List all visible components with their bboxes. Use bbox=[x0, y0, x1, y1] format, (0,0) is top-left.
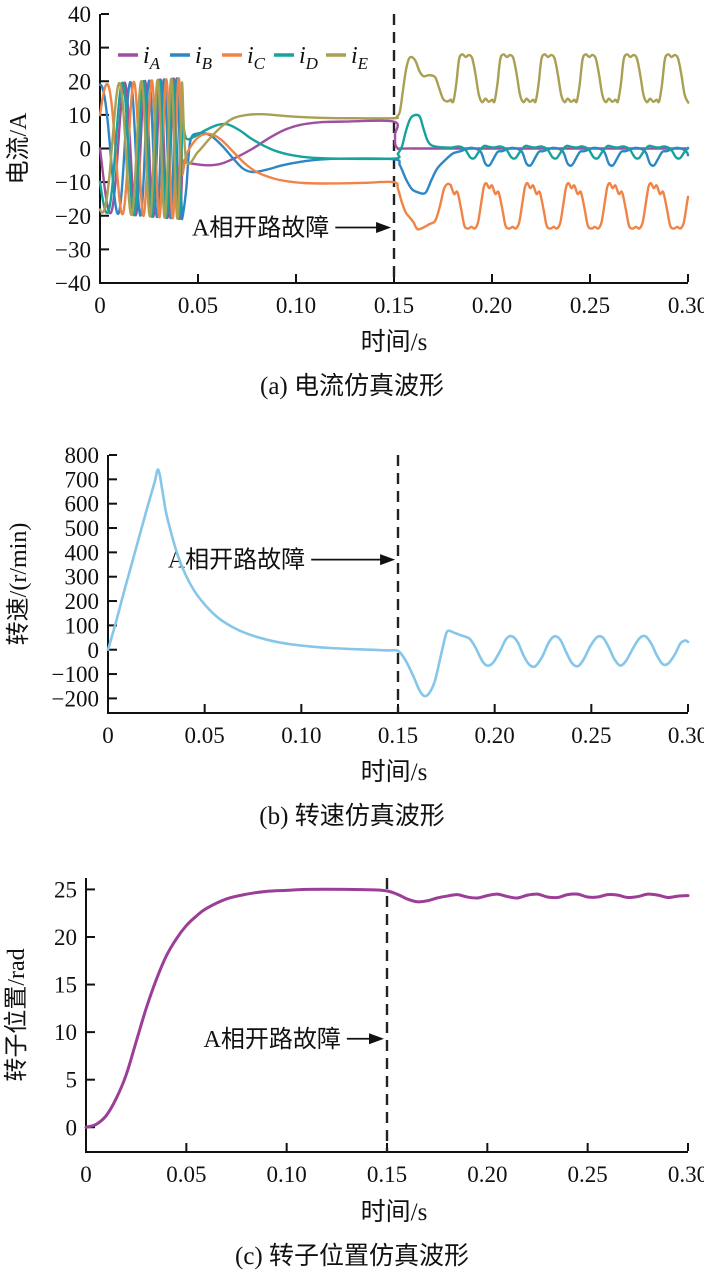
y-tick-label: 25 bbox=[54, 877, 77, 902]
fault-annotation-arrowhead bbox=[380, 554, 396, 566]
x-tick-label: 0.25 bbox=[570, 293, 610, 318]
fault-annotation-text: A相开路故障 bbox=[204, 1026, 341, 1053]
x-tick-label: 0.10 bbox=[276, 293, 316, 318]
x-tick-label: 0.15 bbox=[374, 293, 414, 318]
y-tick-label: −10 bbox=[55, 170, 91, 195]
legend-label-C: iC bbox=[247, 43, 266, 73]
legend-label-D: iD bbox=[299, 43, 319, 73]
chart-a-x-axis-label: 时间/s bbox=[360, 329, 428, 356]
axes-spines bbox=[107, 455, 688, 714]
y-tick-label: 400 bbox=[65, 540, 100, 565]
legend-label-E: iE bbox=[351, 43, 369, 73]
x-tick-label: 0.15 bbox=[367, 1162, 407, 1187]
y-tick-label: −100 bbox=[52, 662, 99, 687]
y-tick-label: 600 bbox=[65, 492, 100, 517]
y-tick-label: −40 bbox=[55, 271, 91, 296]
x-tick-label: 0.05 bbox=[178, 293, 218, 318]
axes-spines bbox=[85, 878, 688, 1153]
x-tick-label: 0.05 bbox=[166, 1162, 206, 1187]
x-tick-label: 0 bbox=[80, 1162, 92, 1187]
legend-label-A: iA bbox=[143, 43, 161, 73]
x-tick-label: 0.25 bbox=[568, 1162, 608, 1187]
fault-annotation-arrowhead bbox=[368, 1033, 384, 1045]
y-tick-label: 500 bbox=[65, 516, 100, 541]
y-tick-label: 30 bbox=[68, 36, 91, 61]
y-axis-label: 转子位置/rad bbox=[3, 948, 30, 1081]
x-tick-label: 0.10 bbox=[267, 1162, 307, 1187]
x-tick-label: 0.20 bbox=[467, 1162, 507, 1187]
y-axis-label: 转速/(r/min) bbox=[5, 523, 32, 646]
x-tick-label: 0.30 bbox=[668, 293, 704, 318]
legend-label-B: iB bbox=[195, 43, 213, 73]
rotor-position-waveform-chart: 25 20 15 10 5 00 0.05 0.10 0.15 0.20 0.25 0.30 转子位置/… bbox=[3, 877, 704, 1187]
y-tick-label: 800 bbox=[65, 443, 100, 468]
x-tick-label: 0.15 bbox=[378, 723, 418, 748]
y-tick-label: 10 bbox=[54, 1020, 77, 1045]
y-tick-label: −200 bbox=[52, 686, 99, 711]
fault-annotation-arrowhead bbox=[376, 222, 392, 234]
x-tick-label: 0 bbox=[94, 293, 106, 318]
series-rotor_position bbox=[84, 887, 690, 1129]
y-tick-label: 40 bbox=[68, 2, 91, 27]
y-tick-label: 200 bbox=[65, 589, 100, 614]
y-tick-label: 5 bbox=[66, 1068, 78, 1093]
y-tick-label: 0 bbox=[88, 638, 100, 663]
y-tick-label: 300 bbox=[65, 565, 100, 590]
x-tick-label: 0 bbox=[102, 723, 114, 748]
x-tick-label: 0.30 bbox=[668, 723, 704, 748]
series-speed bbox=[106, 468, 690, 698]
chart-c-caption: (c) 转子位置仿真波形 bbox=[235, 1243, 469, 1270]
y-tick-label: 20 bbox=[54, 925, 77, 950]
x-tick-label: 0.20 bbox=[475, 723, 515, 748]
x-tick-label: 0.25 bbox=[571, 723, 611, 748]
axes-spines bbox=[99, 14, 688, 284]
fault-annotation-text: A相开路故障 bbox=[168, 547, 305, 574]
x-tick-label: 0.20 bbox=[472, 293, 512, 318]
y-tick-label: 700 bbox=[65, 467, 100, 492]
y-axis-label: 电流/A bbox=[5, 112, 32, 185]
chart-c-x-axis-label: 时间/s bbox=[360, 1199, 428, 1226]
y-tick-label: −30 bbox=[55, 237, 91, 262]
x-tick-label: 0.30 bbox=[668, 1162, 704, 1187]
chart-b-caption: (b) 转速仿真波形 bbox=[259, 803, 445, 830]
y-tick-label: 100 bbox=[65, 613, 100, 638]
y-tick-label: 15 bbox=[54, 973, 77, 998]
y-tick-label: 10 bbox=[68, 103, 91, 128]
fault-annotation-text: A相开路故障 bbox=[192, 215, 329, 242]
chart-b-x-axis-label: 时间/s bbox=[360, 759, 428, 786]
y-tick-label: 0 bbox=[80, 137, 92, 162]
y-tick-label: 20 bbox=[68, 69, 91, 94]
x-tick-label: 0.10 bbox=[281, 723, 321, 748]
y-tick-label: −20 bbox=[55, 204, 91, 229]
series-iE bbox=[98, 53, 690, 220]
chart-a-caption: (a) 电流仿真波形 bbox=[260, 373, 444, 400]
x-tick-label: 0.05 bbox=[185, 723, 225, 748]
y-tick-label: 0 bbox=[66, 1115, 78, 1140]
